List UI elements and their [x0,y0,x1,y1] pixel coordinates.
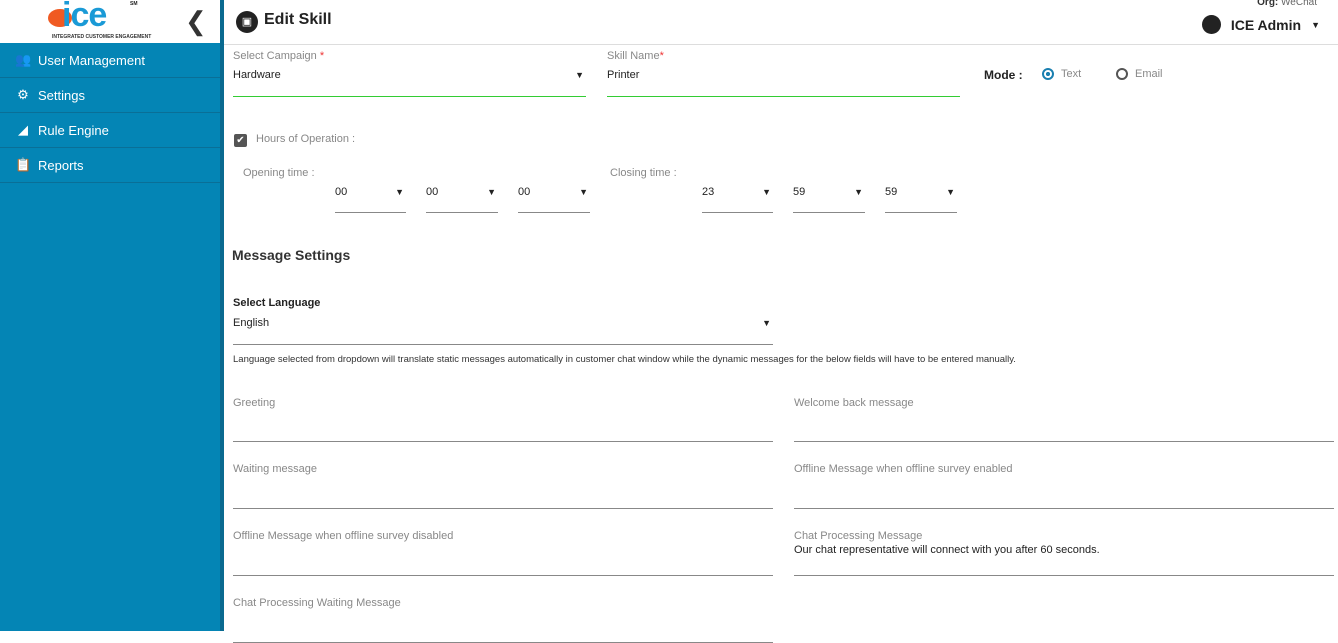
greeting-input[interactable]: Greeting [233,397,773,442]
logo-bubble [48,9,72,27]
sidebar-item-reports[interactable]: 📋 Reports [0,148,220,183]
users-icon: 👥 [15,52,32,67]
offline-disabled-input[interactable]: Offline Message when offline survey disa… [233,530,773,576]
clipboard-icon: 📋 [15,157,32,172]
hours-label: Hours of Operation : [256,133,356,145]
sidebar-item-label: User Management [38,52,145,68]
hours-checkbox[interactable]: ✔ [234,134,247,147]
mode-email-radio[interactable]: Email [1116,68,1163,81]
mode-text-radio[interactable]: Text [1042,68,1081,81]
collapse-sidebar-button[interactable]: ❮ [185,6,207,36]
chat-processing-waiting-input[interactable]: Chat Processing Waiting Message [233,597,773,643]
page-title: Edit Skill [264,11,332,28]
skill-icon: ▣ [236,11,258,33]
logo-text: ice [62,0,107,34]
language-note: Language selected from dropdown will tra… [233,354,1016,365]
sidebar-item-user-management[interactable]: 👥 User Management [0,43,220,78]
skill-name-input[interactable]: Printer [607,66,960,97]
opening-minute-select[interactable]: 00 ▼ [426,182,498,213]
waiting-message-input[interactable]: Waiting message [233,463,773,509]
gear-icon: ⚙ [17,87,29,102]
dropdown-arrow-icon: ▼ [575,70,584,80]
message-settings-heading: Message Settings [232,247,351,263]
caret-down-icon: ▼ [1311,19,1320,30]
closing-hour-select[interactable]: 23 ▼ [702,182,773,213]
chat-processing-input[interactable]: Chat Processing Message Our chat represen… [794,530,1334,576]
rule-engine-icon: ◢ [18,122,28,137]
sidebar-item-rule-engine[interactable]: ◢ Rule Engine [0,113,220,148]
welcome-back-input[interactable]: Welcome back message [794,397,1334,442]
header: ▣ Edit Skill Org: WeChat ICE Admin ▼ [224,0,1338,45]
logo-sm: SM [130,1,138,7]
user-name: ICE Admin [1230,16,1302,33]
language-label: Select Language [233,297,321,309]
closing-minute-select[interactable]: 59 ▼ [793,182,865,213]
account-icon [1201,15,1221,34]
user-menu[interactable]: ICE Admin ▼ [1201,15,1320,34]
sidebar-item-label: Reports [38,157,84,173]
opening-time-label: Opening time : [243,167,315,179]
opening-second-select[interactable]: 00 ▼ [518,182,590,213]
logo: ice SM INTEGRATED CUSTOMER ENGAGEMENT ❮ [0,0,220,43]
org-label: Org: WeChat [1257,0,1317,8]
sidebar-item-label: Settings [38,87,85,103]
campaign-select[interactable]: Hardware ▼ [233,66,586,97]
skill-name-label: Skill Name* [607,50,664,62]
sidebar: ice SM INTEGRATED CUSTOMER ENGAGEMENT ❮ … [0,0,224,631]
logo-tagline: INTEGRATED CUSTOMER ENGAGEMENT [52,34,152,40]
campaign-label: Select Campaign * [233,50,325,62]
closing-second-select[interactable]: 59 ▼ [885,182,957,213]
sidebar-item-settings[interactable]: ⚙ Settings [0,78,220,113]
offline-enabled-input[interactable]: Offline Message when offline survey enab… [794,463,1334,509]
opening-hour-select[interactable]: 00 ▼ [335,182,406,213]
closing-time-label: Closing time : [610,167,677,179]
mode-label: Mode : [984,68,1023,82]
sidebar-item-label: Rule Engine [38,122,109,138]
language-select[interactable]: English ▼ [233,313,773,345]
